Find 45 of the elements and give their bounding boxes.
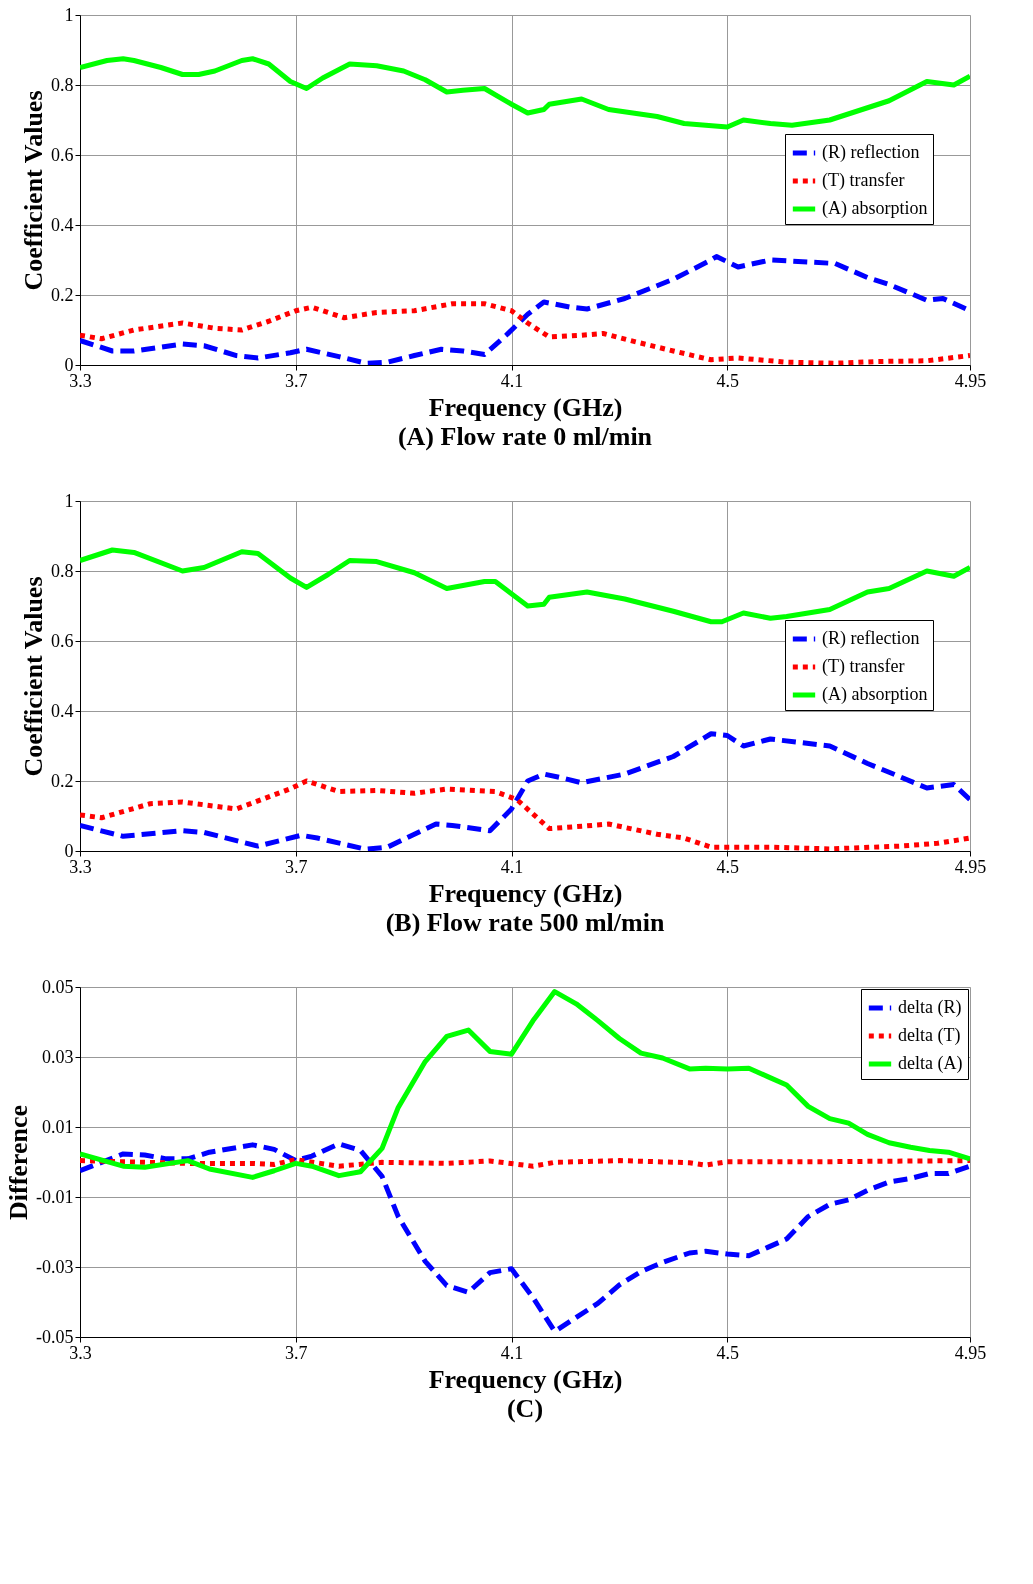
y-tick-label: -0.01 xyxy=(36,1186,74,1207)
legend-label: (T) transfer xyxy=(822,170,905,191)
x-tick-label: 3.7 xyxy=(285,1342,308,1363)
y-tick-label: 0.03 xyxy=(42,1046,74,1067)
x-tick-label: 4.5 xyxy=(716,370,740,391)
x-tick-label: 3.7 xyxy=(285,856,308,877)
text: (B) Flow rate 500 ml/min xyxy=(385,908,665,937)
legend-label: delta (A) xyxy=(898,1053,963,1074)
legend-label: (T) transfer xyxy=(822,656,905,677)
y-axis-title: Coefficient Values xyxy=(19,576,48,777)
y-tick-label: 1 xyxy=(64,4,74,25)
x-tick-label: 4.95 xyxy=(954,370,987,391)
x-tick-label: 4.1 xyxy=(500,1342,524,1363)
x-axis-title: Frequency (GHz) xyxy=(428,392,623,422)
legend-label: (R) reflection xyxy=(822,142,920,163)
y-tick-label: -0.03 xyxy=(36,1256,74,1277)
y-tick-label: 0.2 xyxy=(51,770,74,791)
x-tick-label: 4.1 xyxy=(500,370,524,391)
x-tick-label: 4.1 xyxy=(500,856,524,877)
y-tick-label: 0.8 xyxy=(51,74,74,95)
y-axis-title: Coefficient Values xyxy=(19,90,48,291)
y-tick-label: 0.2 xyxy=(51,284,74,305)
y-tick-label: 0.6 xyxy=(51,144,74,165)
legend-label: (R) reflection xyxy=(822,628,920,649)
x-tick-label: 4.95 xyxy=(954,856,987,877)
legend-label: (A) absorption xyxy=(822,198,928,219)
x-tick-label: 4.5 xyxy=(716,856,740,877)
x-tick-label: 3.7 xyxy=(285,370,308,391)
y-tick-label: 0.01 xyxy=(42,1116,74,1137)
legend-label: delta (R) xyxy=(898,997,962,1018)
y-axis-title: Difference xyxy=(4,1104,34,1221)
y-tick-label: 0.6 xyxy=(51,630,74,651)
y-tick-label: 0.05 xyxy=(42,976,74,997)
legend-label: delta (T) xyxy=(898,1025,961,1046)
x-axis-title: Frequency (GHz) xyxy=(428,878,623,908)
x-tick-label: 4.95 xyxy=(954,1342,987,1363)
y-tick-label: 0.4 xyxy=(51,700,74,721)
text: (C) xyxy=(506,1394,544,1423)
y-tick-label: 0.8 xyxy=(51,560,74,581)
y-tick-label: 0.4 xyxy=(51,214,74,235)
x-tick-label: 4.5 xyxy=(716,1342,740,1363)
x-axis-title: Frequency (GHz) xyxy=(428,1364,623,1394)
y-tick-label: 1 xyxy=(64,490,74,511)
text: (A) Flow rate 0 ml/min xyxy=(397,422,653,451)
legend-label: (A) absorption xyxy=(822,684,928,705)
